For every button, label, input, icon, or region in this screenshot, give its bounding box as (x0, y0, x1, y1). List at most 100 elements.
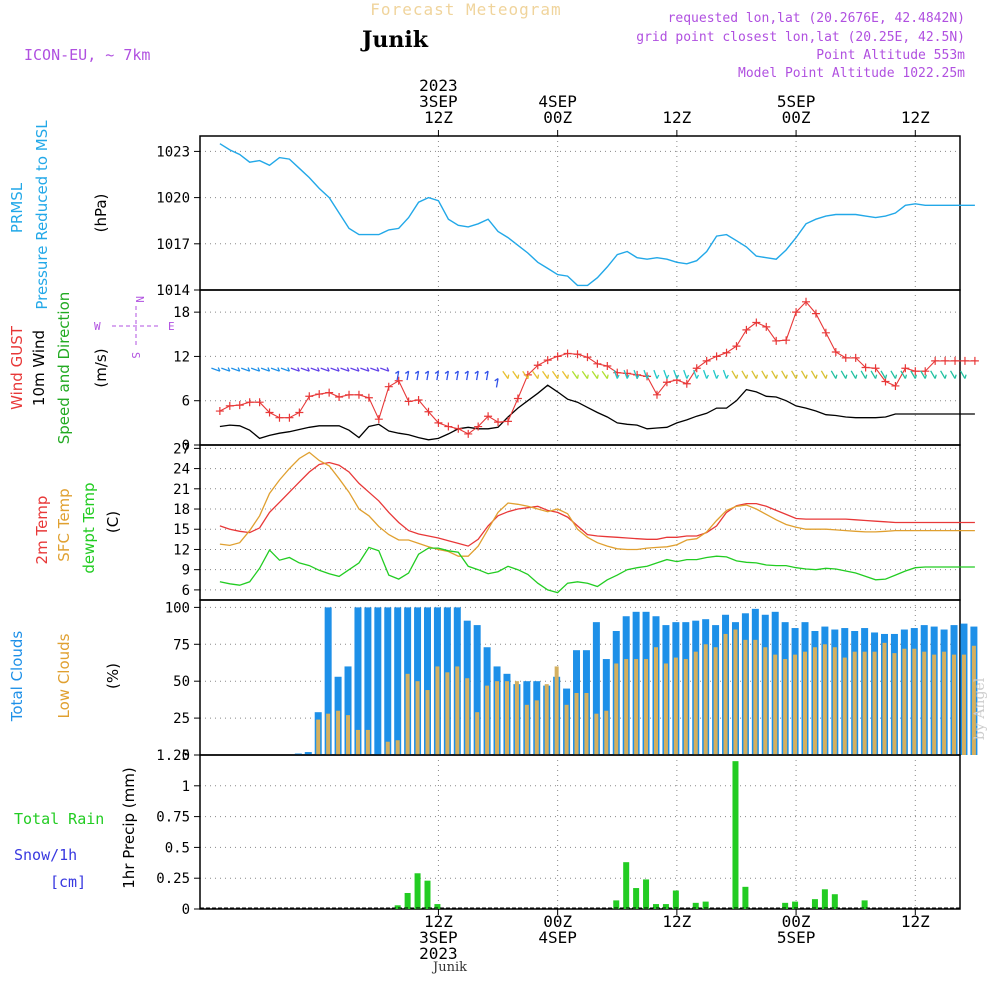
y-tick-label: 0.25 (156, 871, 190, 887)
wind-gust-marker (414, 395, 423, 404)
wind-direction-arrow (240, 367, 250, 372)
low-clouds-bar (365, 729, 370, 755)
panel-pressure: 1014 1017 1020 1023 PRMSL Pressure Reduced to… (8, 120, 976, 310)
wind-direction-arrowhead (414, 370, 419, 374)
low-clouds-bar (743, 639, 748, 755)
wind-direction-arrow (643, 369, 648, 379)
wind-direction-arrow (211, 367, 221, 372)
wind-direction-arrow (532, 370, 539, 379)
wind-direction-arrow (880, 370, 887, 379)
low-clouds-bar (713, 647, 718, 755)
wind-direction-arrow (290, 367, 300, 372)
wind-direction-arrowhead (326, 367, 330, 372)
wind-gust-marker (911, 367, 920, 376)
wind-direction-arrow (475, 371, 479, 381)
wind-direction-arrow (310, 367, 320, 372)
low-clouds-bar (485, 685, 490, 755)
wind-direction-arrow (751, 370, 757, 379)
wind-gust-marker (285, 413, 294, 422)
rain-bar (702, 901, 709, 909)
bottom-axis-label: 12Z (901, 912, 930, 931)
wind-gust-marker (335, 393, 344, 402)
low-clouds-bar (693, 651, 698, 755)
wind-direction-arrowhead (755, 374, 759, 379)
wind-direction-arrowhead (346, 367, 350, 372)
wind-gust-marker (821, 328, 830, 337)
low-clouds-bar (653, 647, 658, 755)
low-clouds-bar (504, 681, 509, 755)
panel-wind: 0 6 12 18 Wind GUST 10m Wind Speed and Directi… (8, 289, 979, 454)
low-clouds-bar (852, 651, 857, 755)
clouds-label-total: Total Clouds (8, 631, 26, 723)
wind-gust-marker (513, 394, 522, 403)
wind-gust-marker (484, 412, 493, 421)
pressure-label-2: Pressure Reduced to MSL (33, 120, 51, 310)
total-clouds-bar (324, 607, 332, 755)
compass-e: E (168, 320, 175, 333)
wind-direction-arrow (900, 370, 906, 379)
wind-direction-arrow (221, 367, 231, 372)
wind-direction-arrowhead (835, 374, 838, 379)
y-tick-label: 1020 (156, 191, 190, 207)
rain-bar (404, 892, 411, 909)
wind-direction-arrowhead (864, 374, 868, 379)
wind-gust-marker (235, 401, 244, 410)
top-axis-label: 12Z (662, 108, 691, 127)
low-clouds-bar (405, 673, 410, 755)
wind-direction-arrow (830, 370, 837, 379)
wind-direction-arrowhead (785, 374, 788, 379)
wind-direction-arrowhead (646, 374, 650, 379)
wind-direction-arrow (683, 369, 688, 379)
wind-gust-marker (583, 353, 592, 362)
wind-direction-arrowhead (227, 367, 231, 372)
wind-gust-marker (772, 336, 781, 345)
total-clouds-bar (423, 607, 431, 755)
wind-direction-arrow (396, 371, 400, 381)
y-tick-label: 15 (173, 522, 190, 538)
top-axis-label: 2023 (419, 76, 458, 95)
compass-n: N (133, 296, 146, 303)
low-clouds-bar (753, 639, 758, 755)
rain-bar (732, 761, 739, 909)
wind-direction-arrow (380, 367, 389, 372)
wind-direction-arrow (959, 370, 966, 379)
wind-gust-marker (593, 359, 602, 368)
bottom-axis-label: 00Z (782, 912, 811, 931)
low-clouds-bar (514, 681, 519, 755)
wind-direction-arrow (571, 370, 579, 379)
rain-bar (424, 880, 431, 909)
wind-direction-arrow (663, 369, 668, 379)
model-altitude: Model Point Altitude 1022.25m (738, 66, 965, 81)
low-clouds-bar (534, 700, 539, 755)
top-axis-label: 12Z (424, 108, 453, 127)
wind-gust-marker (851, 353, 860, 362)
low-clouds-bar (793, 654, 798, 755)
wind-direction-arrowhead (494, 378, 499, 382)
bottom-axis-label: 3SEP (419, 928, 458, 947)
wind-direction-arrow (340, 367, 350, 372)
rain-bar (782, 902, 789, 909)
wind-direction-arrowhead (924, 374, 927, 379)
wind-direction-arrow (280, 367, 290, 372)
wind-direction-arrow (781, 370, 787, 379)
wind-gust-marker (792, 308, 801, 317)
precip-unit-label: 1hr Precip (mm) (120, 767, 138, 888)
total-clouds-bar (592, 622, 600, 755)
wind-direction-arrow (741, 370, 747, 379)
low-clouds-bar (614, 663, 619, 755)
wind-direction-arrowhead (434, 370, 439, 374)
wind-direction-arrow (416, 371, 420, 381)
location-title: Junik (360, 27, 429, 53)
wind-gust-marker (255, 398, 264, 407)
rain-bar (414, 873, 421, 909)
wind-direction-arrow (561, 370, 569, 379)
wind-direction-arrowhead (237, 367, 241, 372)
wind-gust-marker (354, 390, 363, 399)
wind-gust-marker (951, 356, 960, 365)
wind-direction-arrow (712, 369, 718, 379)
wind-direction-arrowhead (376, 367, 380, 372)
clouds-unit: (%) (104, 663, 122, 689)
wind-direction-arrowhead (287, 367, 291, 372)
bottom-axis-label: 4SEP (538, 928, 577, 947)
low-clouds-bar (624, 659, 629, 755)
